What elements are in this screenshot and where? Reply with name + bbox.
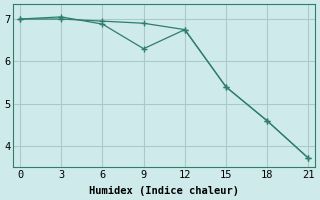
X-axis label: Humidex (Indice chaleur): Humidex (Indice chaleur) — [89, 186, 239, 196]
